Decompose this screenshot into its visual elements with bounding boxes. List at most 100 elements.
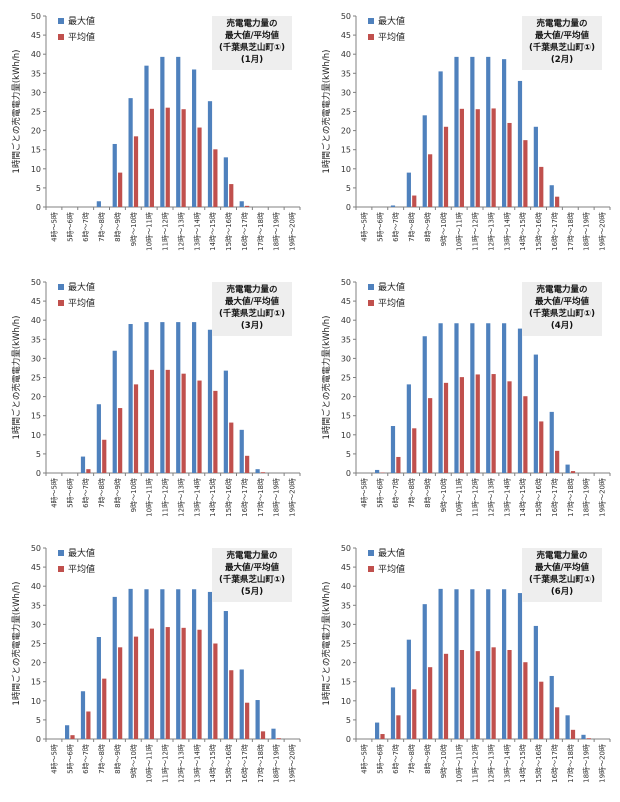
chart-3: 0 5 10 15 20 25 30 35 40 45 50 1時間ごとの売電電力量(kWh/h) 4時… — [8, 270, 308, 532]
x-tick-label: 12時～13時 — [487, 212, 495, 251]
x-tick-label: 5時～6時 — [66, 744, 74, 774]
x-tick-label: 7時～8時 — [408, 212, 416, 242]
x-tick-label: 18時～19時 — [273, 212, 281, 251]
y-tick-label: 20 — [31, 393, 41, 402]
x-tick-label: 12時～13時 — [487, 478, 495, 517]
annotation-line: 売電電力量の — [225, 550, 277, 561]
bar-max-3 — [96, 201, 101, 207]
y-tick-label: 0 — [36, 203, 41, 212]
bar-max-12 — [239, 429, 244, 473]
bar-avg-10 — [523, 662, 528, 739]
x-tick-label: 12時～13時 — [177, 744, 185, 783]
bar-avg-13 — [260, 472, 266, 473]
annotation-line: (千葉県芝山町①) — [219, 308, 285, 319]
y-axis-label: 1時間ごとの売電電力量(kWh/h) — [321, 50, 332, 174]
x-tick-label: 13時～14時 — [503, 478, 511, 517]
bar-max-4 — [422, 115, 427, 207]
bar-avg-10 — [213, 390, 218, 473]
x-tick-label: 9時～10時 — [440, 212, 448, 246]
annotation-line: 売電電力量の — [535, 550, 587, 561]
bar-avg-11 — [229, 670, 234, 739]
annotation-line: 最大値/平均値 — [225, 30, 280, 41]
bar-avg-8 — [491, 108, 496, 207]
y-tick-label: 50 — [31, 278, 41, 287]
x-tick-label: 18時～19時 — [583, 744, 591, 783]
x-tick-label: 6時～7時 — [82, 744, 90, 774]
bar-max-1 — [375, 469, 380, 473]
x-tick-label: 15時～16時 — [225, 212, 233, 251]
bar-avg-3 — [412, 428, 417, 473]
bar-avg-11 — [229, 422, 234, 473]
x-tick-label: 4時～5時 — [50, 212, 58, 242]
y-tick-label: 25 — [31, 108, 41, 117]
bar-avg-12 — [555, 707, 560, 739]
x-tick-label: 8時～9時 — [424, 744, 432, 774]
bar-avg-7 — [165, 107, 170, 207]
annotation-box — [522, 282, 602, 336]
bar-max-6 — [144, 589, 149, 739]
x-tick-label: 15時～16時 — [225, 744, 233, 783]
y-tick-label: 30 — [341, 88, 351, 97]
y-tick-label: 5 — [36, 184, 41, 193]
chart-1: 0 5 10 15 20 25 30 35 40 45 50 1時間ごとの売電電力量(kWh/h) 4時… — [8, 4, 308, 266]
bar-avg-4 — [428, 154, 433, 207]
y-tick-label: 45 — [341, 297, 351, 306]
bar-avg-2 — [396, 456, 401, 473]
bar-max-7 — [160, 322, 165, 473]
x-tick-label: 10時～11時 — [146, 478, 154, 517]
annotation-line: (1月) — [241, 55, 263, 65]
bar-avg-4 — [428, 398, 433, 473]
bar-avg-8 — [181, 627, 186, 739]
chart-svg: 0 5 10 15 20 25 30 35 40 45 50 1時間ごとの売電電力量(kWh/h) 4時… — [321, 544, 611, 783]
annotation-line: 売電電力量の — [225, 284, 277, 295]
annotation-box — [522, 548, 602, 602]
x-tick-label: 14時～15時 — [519, 744, 527, 783]
bar-max-12 — [239, 201, 244, 207]
bar-max-13 — [565, 715, 570, 739]
bar-max-4 — [112, 596, 117, 739]
bar-avg-7 — [165, 369, 170, 473]
x-tick-label: 16時～17時 — [551, 212, 559, 251]
y-tick-label: 35 — [341, 335, 351, 344]
x-tick-label: 5時～6時 — [376, 212, 384, 242]
y-tick-label: 10 — [31, 165, 41, 174]
y-axis-label: 1時間ごとの売電電力量(kWh/h) — [11, 50, 22, 174]
y-tick-label: 45 — [341, 31, 351, 40]
bar-max-3 — [406, 639, 411, 739]
x-tick-label: 15時～16時 — [535, 478, 543, 517]
bar-max-9 — [192, 322, 197, 473]
y-tick-label: 5 — [346, 184, 351, 193]
bar-avg-6 — [149, 369, 154, 473]
bar-avg-13 — [570, 729, 576, 739]
y-tick-label: 40 — [31, 50, 41, 59]
legend-swatch — [58, 300, 64, 306]
x-tick-label: 4時～5時 — [50, 478, 58, 508]
y-tick-label: 5 — [36, 716, 41, 725]
bar-avg-11 — [539, 681, 544, 739]
annotation-line: (2月) — [551, 55, 573, 65]
bar-max-10 — [207, 101, 213, 207]
bar-max-4 — [422, 336, 427, 473]
x-tick-label: 16時～17時 — [241, 744, 249, 783]
x-tick-label: 4時～5時 — [360, 478, 368, 508]
y-tick-label: 0 — [346, 469, 351, 478]
legend-label: 最大値 — [68, 547, 95, 559]
chart-svg: 0 5 10 15 20 25 30 35 40 45 50 1時間ごとの売電電力量(kWh/h) 4時… — [321, 12, 611, 251]
x-tick-label: 11時～12時 — [472, 212, 480, 251]
x-tick-label: 10時～11時 — [146, 212, 154, 251]
x-tick-label: 8時～9時 — [424, 478, 432, 508]
bar-max-4 — [112, 350, 117, 473]
x-tick-label: 10時～11時 — [456, 744, 464, 783]
bar-avg-6 — [149, 628, 154, 739]
bar-max-10 — [517, 80, 523, 207]
bar-avg-6 — [459, 108, 464, 207]
bar-max-5 — [128, 324, 133, 473]
annotation-line: (千葉県芝山町①) — [529, 42, 595, 53]
x-tick-label: 18時～19時 — [583, 212, 591, 251]
bar-max-7 — [470, 589, 475, 739]
x-tick-label: 8時～9時 — [424, 212, 432, 242]
bar-max-11 — [533, 354, 538, 473]
x-tick-label: 12時～13時 — [177, 478, 185, 517]
bar-max-9 — [502, 59, 507, 207]
x-tick-label: 11時～12時 — [162, 744, 170, 783]
